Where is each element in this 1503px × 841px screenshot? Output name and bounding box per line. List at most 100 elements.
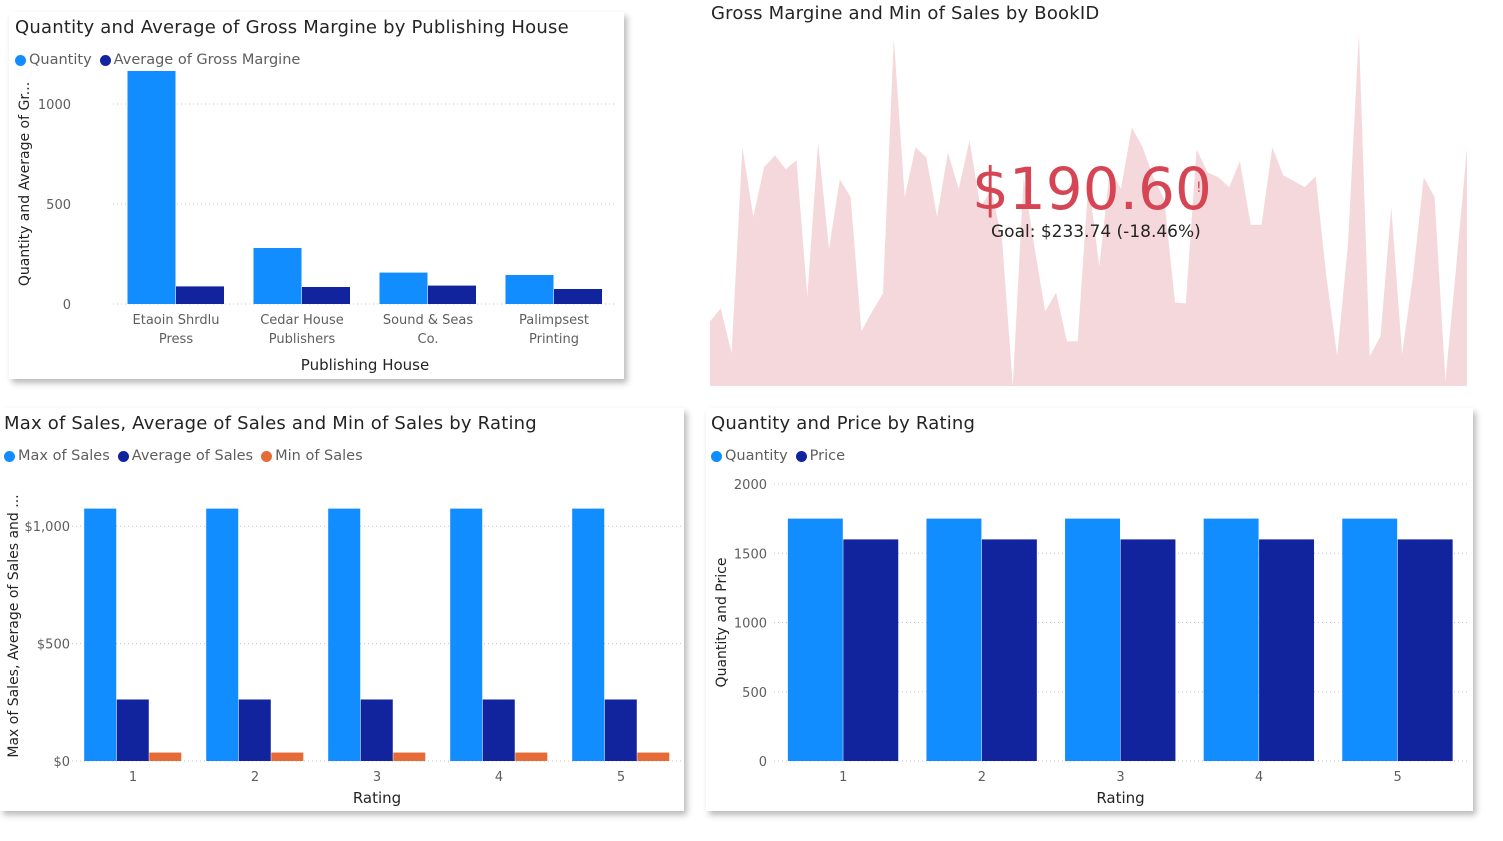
y-tick-label: 500 (742, 686, 767, 701)
x-tick-label: 5 (617, 770, 625, 785)
chart-title: Quantity and Price by Rating (711, 413, 976, 434)
y-tick-label: 1500 (734, 547, 767, 562)
kpi-title: Gross Margine and Min of Sales by BookID (711, 3, 1100, 24)
bar (1120, 539, 1176, 761)
y-tick-label: 1000 (734, 617, 767, 632)
y-axis-title: Quantity and Price (714, 558, 730, 688)
x-tick-label: 2 (251, 770, 259, 785)
legend-label: Price (809, 448, 846, 464)
bar (271, 752, 304, 761)
publishing-house-chart-card[interactable]: Quantity and Average of Gross Margine by… (9, 12, 624, 379)
bar (360, 699, 393, 761)
kpi-trend-area (710, 33, 1467, 386)
bar (787, 518, 843, 761)
kpi-status-indicator: ! (1196, 180, 1202, 196)
legend-item-average-of-sales[interactable]: Average of Sales (117, 448, 254, 464)
bar (926, 518, 982, 761)
sales-by-rating-bar-chart: $0 $500 $1,000 1 2 3 4 5 Rating Max of Sales, Ave… (6, 494, 682, 807)
bar (149, 752, 182, 761)
kpi-value: $190.60 (972, 155, 1212, 223)
y-tick-label: 500 (46, 198, 71, 213)
circle-marker-icon (261, 450, 273, 462)
legend-item-quantity[interactable]: Quantity (15, 52, 92, 68)
circle-marker-icon (99, 54, 111, 66)
chart-legend: Quantity Average of Gross Margine (15, 52, 308, 68)
y-tick-label: $0 (53, 755, 70, 770)
quantity-price-bar-chart: 0 500 1000 1500 2000 1 2 3 4 5 Rating Quantity and … (714, 478, 1467, 807)
y-tick-label: 0 (63, 298, 71, 313)
bar (206, 508, 239, 761)
y-tick-label: $1,000 (25, 520, 71, 535)
sales-by-rating-chart-card[interactable]: Max of Sales, Average of Sales and Min o… (0, 408, 684, 811)
bar (450, 508, 483, 761)
legend-label: Average of Sales (131, 448, 254, 464)
legend-item-min-of-sales[interactable]: Min of Sales (261, 448, 363, 464)
x-axis-title: Rating (1096, 789, 1144, 807)
circle-marker-icon (15, 54, 26, 66)
legend-item-average-gross-margine[interactable]: Average of Gross Margine (99, 52, 301, 68)
legend-item-quantity[interactable]: Quantity (711, 448, 788, 464)
quantity-price-chart-card[interactable]: Quantity and Price by Rating Quantity Pr… (706, 408, 1473, 811)
bar (505, 275, 554, 304)
y-tick-label: 1000 (38, 98, 71, 113)
bar (1397, 539, 1453, 761)
bar (843, 539, 899, 761)
bar (515, 752, 548, 761)
bar (981, 539, 1037, 761)
y-tick-label: $500 (37, 638, 70, 653)
legend-item-max-of-sales[interactable]: Max of Sales (4, 448, 110, 464)
circle-marker-icon (795, 450, 807, 462)
bar (554, 289, 603, 304)
y-tick-label: 0 (759, 755, 767, 770)
publishing-house-bar-chart: 0 500 1000 Etaoin Shrdlu Press Cedar House Pub… (17, 71, 617, 374)
circle-marker-icon (4, 450, 15, 462)
bar (84, 508, 117, 761)
x-tick-label: 3 (1116, 770, 1124, 785)
bar (572, 508, 605, 761)
x-axis-title: Publishing House (301, 356, 429, 374)
bar (1342, 518, 1398, 761)
y-axis-title: Quantity and Average of Gr... (17, 82, 33, 286)
bar (379, 272, 428, 304)
x-axis-title: Rating (353, 789, 401, 807)
trend-area (710, 33, 1467, 386)
bar (302, 287, 351, 304)
bar (328, 508, 361, 761)
bar (393, 752, 426, 761)
x-tick-label: Palimpsest (519, 313, 589, 328)
bar (428, 285, 477, 304)
x-tick-label: Press (159, 332, 193, 347)
x-tick-label: Co. (418, 332, 439, 347)
bar (482, 699, 515, 761)
x-tick-label: Sound & Seas (383, 313, 474, 328)
circle-marker-icon (117, 450, 129, 462)
legend-label: Max of Sales (18, 448, 110, 464)
x-tick-label: Publishers (269, 332, 336, 347)
x-tick-label: 1 (129, 770, 137, 785)
x-tick-label: 5 (1394, 770, 1402, 785)
legend-label: Quantity (725, 448, 788, 464)
bar (116, 699, 149, 761)
bar (127, 71, 176, 304)
chart-legend: Max of Sales Average of Sales Min of Sal… (4, 448, 371, 464)
legend-label: Quantity (29, 52, 92, 68)
legend-item-price[interactable]: Price (795, 448, 846, 464)
x-tick-label: 1 (839, 770, 847, 785)
chart-title: Max of Sales, Average of Sales and Min o… (4, 413, 537, 434)
kpi-goal: Goal: $233.74 (-18.46%) (991, 222, 1201, 242)
x-tick-label: Printing (529, 332, 579, 347)
bar (238, 699, 271, 761)
bar (637, 752, 670, 761)
x-tick-label: Cedar House (260, 313, 344, 328)
kpi-card[interactable]: Gross Margine and Min of Sales by BookID… (700, 0, 1480, 395)
bar (1259, 539, 1315, 761)
bar (1203, 518, 1259, 761)
x-tick-label: 4 (1255, 770, 1263, 785)
bar (253, 248, 302, 304)
bar (604, 699, 637, 761)
x-tick-label: 2 (978, 770, 986, 785)
legend-label: Average of Gross Margine (113, 52, 301, 68)
x-tick-label: 3 (373, 770, 381, 785)
y-tick-label: 2000 (734, 478, 767, 493)
circle-marker-icon (711, 450, 722, 462)
